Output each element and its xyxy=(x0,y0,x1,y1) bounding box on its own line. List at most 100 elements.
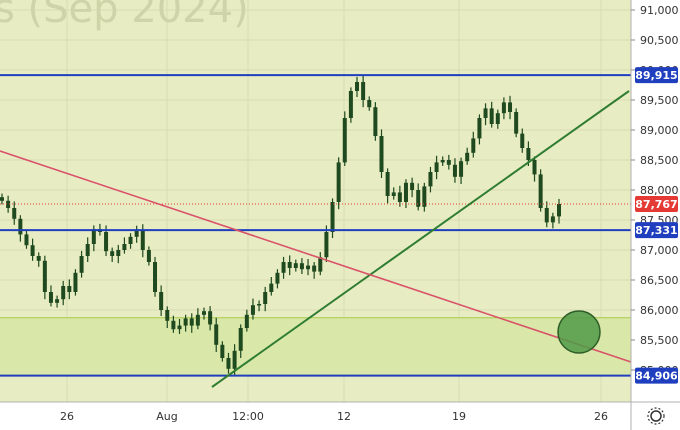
candle xyxy=(275,269,280,289)
candle-body xyxy=(104,232,109,252)
candle xyxy=(532,156,537,182)
candle-body xyxy=(306,265,311,270)
axis-settings-button[interactable] xyxy=(647,407,665,425)
price-badges: 89,915 87,331 84,906 87,767 xyxy=(635,67,678,384)
candle-body xyxy=(544,208,549,223)
candle-body xyxy=(201,311,206,315)
price-badge: 84,906 xyxy=(635,367,678,384)
candle-body xyxy=(67,286,72,292)
y-tick-label: 91,000 xyxy=(640,4,679,17)
resistance-trendline[interactable] xyxy=(0,150,632,363)
candle xyxy=(201,307,206,320)
candle-body xyxy=(24,234,29,246)
candle-body xyxy=(281,262,286,273)
candle xyxy=(153,256,158,297)
candle-body xyxy=(428,172,433,187)
target-circle[interactable] xyxy=(557,310,601,354)
candle xyxy=(195,308,200,330)
y-tick-label: 86,000 xyxy=(640,304,679,317)
y-tick-label: 89,000 xyxy=(640,124,679,137)
candle-body xyxy=(146,250,151,262)
candle xyxy=(79,250,84,278)
candle xyxy=(367,96,372,111)
x-tick-label: 12:00 xyxy=(232,410,264,423)
candle xyxy=(501,97,506,120)
candle-body xyxy=(342,118,347,163)
zone-fill xyxy=(0,317,631,376)
candle xyxy=(550,212,555,229)
demand-zone xyxy=(0,317,631,376)
support-trendline[interactable] xyxy=(211,90,630,388)
candle xyxy=(373,102,378,141)
candle-body xyxy=(367,100,372,108)
candle xyxy=(342,111,347,166)
x-tick-label: 26 xyxy=(60,410,74,423)
candle-body xyxy=(140,230,145,250)
candle xyxy=(477,114,482,145)
price-badge-label: 87,767 xyxy=(635,198,677,211)
candle-body xyxy=(73,272,78,292)
trendlines[interactable] xyxy=(0,90,632,388)
candle xyxy=(281,256,286,279)
candle-body xyxy=(116,250,121,256)
y-tick-label: 88,000 xyxy=(640,184,679,197)
candle xyxy=(24,229,29,249)
candle xyxy=(48,285,53,307)
candle xyxy=(146,246,151,266)
candle-body xyxy=(122,244,127,250)
candle-body xyxy=(293,263,298,268)
candle-body xyxy=(12,208,17,219)
gear-icon[interactable] xyxy=(650,410,662,422)
candle xyxy=(269,277,274,296)
candle xyxy=(12,201,17,225)
target-marker[interactable] xyxy=(557,310,601,354)
candle-body xyxy=(495,113,500,124)
candle xyxy=(434,155,439,180)
candle-body xyxy=(318,257,323,272)
price-badge-label: 89,915 xyxy=(635,69,677,82)
candle-body xyxy=(520,133,525,148)
candle-body xyxy=(79,256,84,273)
candle xyxy=(159,285,164,316)
candle xyxy=(61,280,66,306)
candle-body xyxy=(42,260,47,292)
y-tick-label: 90,500 xyxy=(640,34,679,47)
x-tick-label: 19 xyxy=(452,410,466,423)
candle xyxy=(440,156,445,166)
candle-body xyxy=(275,272,280,284)
candle-body xyxy=(232,350,237,369)
candle-body xyxy=(373,107,378,136)
candle xyxy=(134,225,139,243)
x-tick-label: Aug xyxy=(156,410,177,423)
candle-body xyxy=(459,161,464,177)
candle-body xyxy=(312,265,317,272)
candle-body xyxy=(501,102,506,114)
candle-body xyxy=(18,218,23,235)
y-tick-label: 85,500 xyxy=(640,334,679,347)
candle-body xyxy=(226,358,231,369)
candle-body xyxy=(379,136,384,172)
candle xyxy=(189,313,194,333)
candle xyxy=(452,158,457,183)
candle xyxy=(544,201,549,228)
candle xyxy=(416,183,421,211)
candle-body xyxy=(477,118,482,139)
symbol-watermark: s (Sep 2024) xyxy=(0,0,249,32)
candle-body xyxy=(550,216,555,223)
candle-body xyxy=(208,311,213,325)
candle xyxy=(299,258,304,274)
candle xyxy=(459,157,464,184)
candle-body xyxy=(287,262,292,268)
candle xyxy=(379,129,384,178)
candle xyxy=(538,169,543,212)
price-badge-bg xyxy=(635,195,678,212)
candle-body xyxy=(440,160,445,163)
candle xyxy=(220,341,225,362)
candle-body xyxy=(471,138,476,153)
candle xyxy=(293,259,298,272)
candle xyxy=(36,252,41,267)
horizontal-levels[interactable] xyxy=(0,74,631,377)
price-badge: 89,915 xyxy=(635,67,678,84)
candle-body xyxy=(30,245,35,256)
candle-body xyxy=(238,328,243,351)
